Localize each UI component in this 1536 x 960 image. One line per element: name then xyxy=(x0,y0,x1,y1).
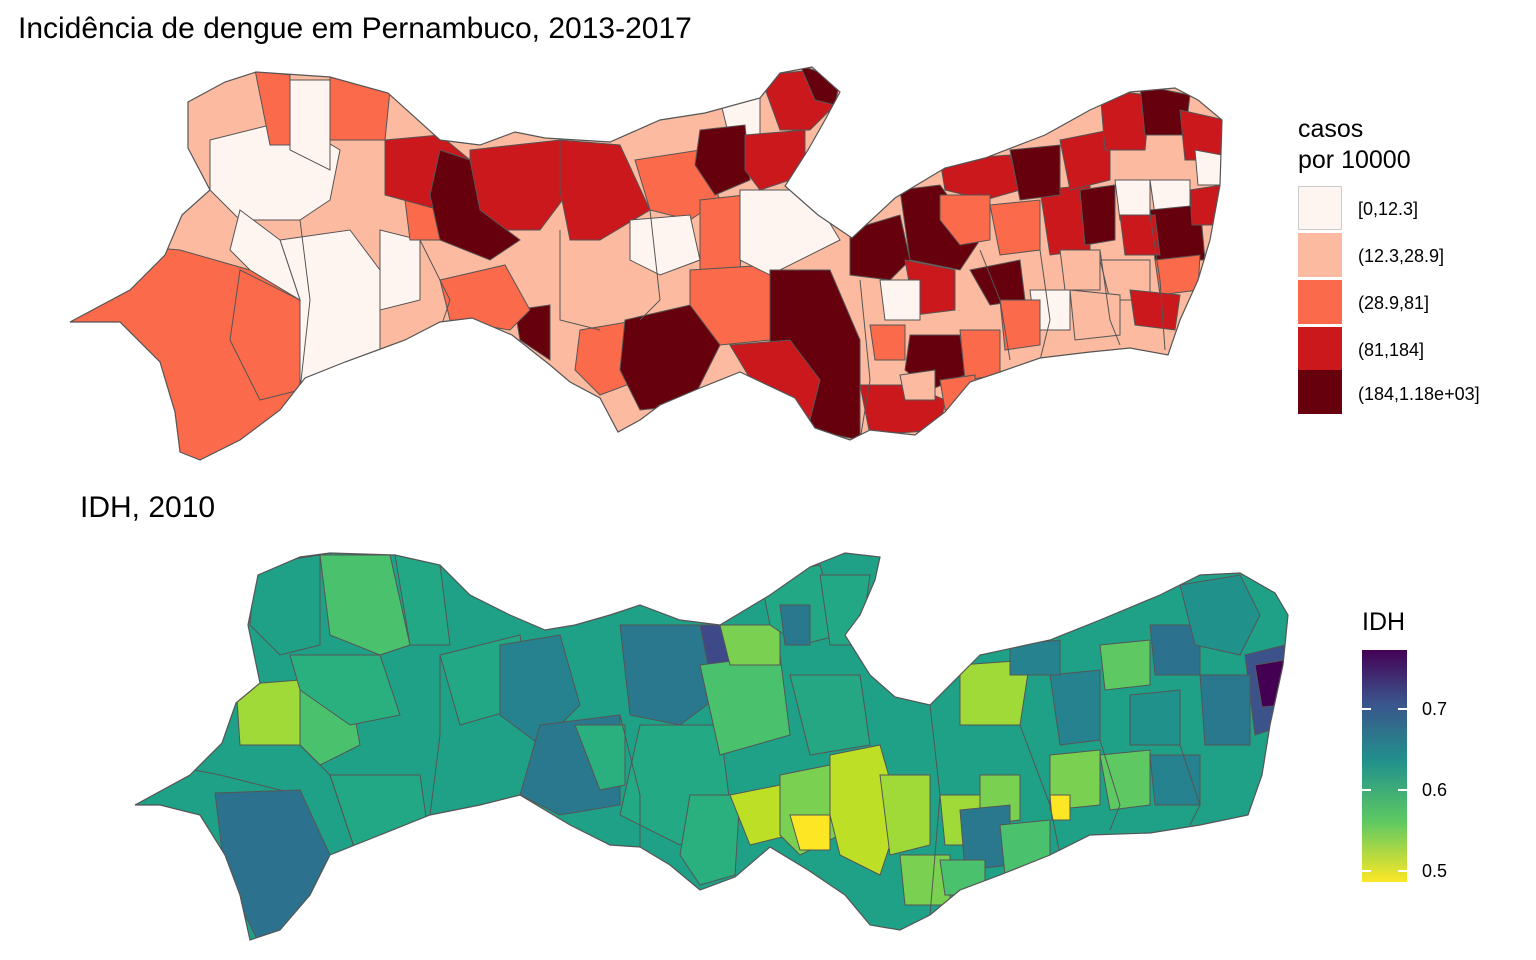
dengue-legend-title: casos por 10000 xyxy=(1298,114,1411,176)
legend-label-2: (28.9,81] xyxy=(1358,293,1430,313)
legend-label-0: [0,12.3] xyxy=(1358,199,1419,219)
colorbar-tick-left-0 xyxy=(1362,708,1371,710)
legend-label-1: (12.3,28.9] xyxy=(1358,246,1445,266)
colorbar-tick-right-0 xyxy=(1398,708,1407,710)
colorbar-label-2: 0.5 xyxy=(1422,861,1448,881)
idh-map xyxy=(134,552,1289,941)
idh-colorbar xyxy=(1362,650,1407,882)
colorbar-tick-right-1 xyxy=(1398,789,1407,791)
legend-swatch-4 xyxy=(1298,370,1342,414)
dengue-map xyxy=(69,66,1223,461)
colorbar-tick-left-1 xyxy=(1362,789,1371,791)
dengue-map-title: Incidência de dengue em Pernambuco, 2013… xyxy=(18,12,692,45)
legend-swatch-2 xyxy=(1298,280,1342,324)
legend-label-4: (184,1.18e+03] xyxy=(1358,384,1480,404)
legend-swatch-0 xyxy=(1298,186,1342,230)
idh-map-title: IDH, 2010 xyxy=(80,491,216,524)
legend-swatch-1 xyxy=(1298,233,1342,277)
colorbar-tick-right-2 xyxy=(1398,870,1407,872)
idh-map-panel: IDH, 2010 xyxy=(0,475,1536,960)
colorbar-tick-left-2 xyxy=(1362,870,1371,872)
colorbar-label-1: 0.6 xyxy=(1422,780,1448,800)
dengue-map-panel: Incidência de dengue em Pernambuco, 2013… xyxy=(0,0,1536,475)
idh-legend-title: IDH xyxy=(1362,608,1406,636)
legend-swatch-3 xyxy=(1298,327,1342,371)
dengue-legend-title-line2: por 10000 xyxy=(1298,146,1411,174)
dengue-legend-title-line1: casos xyxy=(1298,115,1364,143)
colorbar-label-0: 0.7 xyxy=(1422,699,1448,719)
legend-label-3: (81,184] xyxy=(1358,340,1425,360)
